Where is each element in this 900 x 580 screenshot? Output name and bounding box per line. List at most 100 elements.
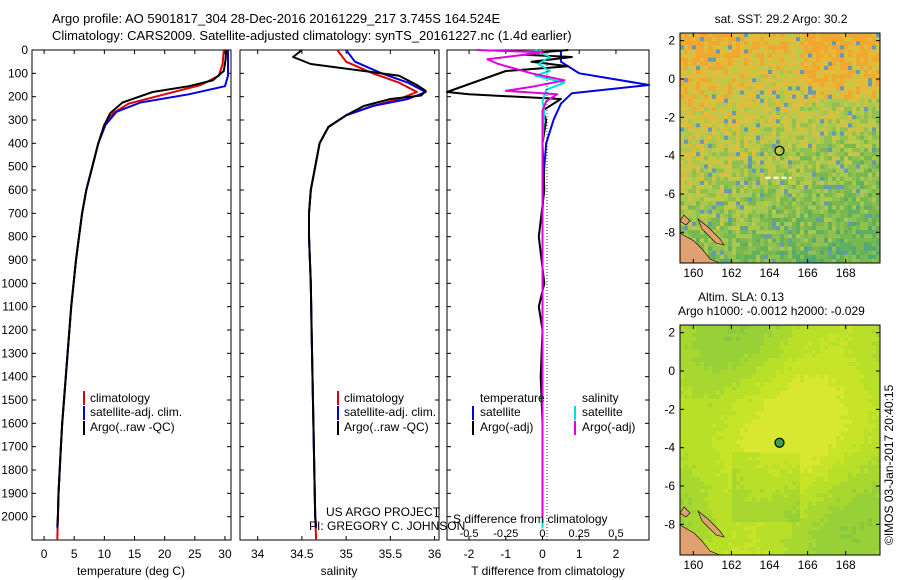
map-cell [748, 472, 753, 478]
map-cell [760, 427, 765, 433]
map-cell [832, 119, 837, 124]
map-cell [728, 115, 733, 120]
map-cell [680, 78, 685, 83]
map-cell [732, 74, 737, 79]
map-cell [720, 452, 725, 457]
map-cell [756, 152, 761, 157]
map-cell [808, 139, 813, 145]
map-cell [760, 86, 765, 91]
map-cell [808, 82, 813, 87]
map-cell [692, 415, 697, 420]
map-cell [704, 341, 709, 346]
map-cell [852, 361, 857, 367]
map-cell [872, 435, 877, 441]
map-cell [848, 361, 853, 367]
map-cell [692, 468, 697, 474]
map-cell [684, 476, 689, 482]
map-cell [720, 407, 725, 412]
map-cell [808, 386, 813, 392]
map-cell [720, 111, 725, 116]
map-cell [876, 238, 881, 243]
map-cell [724, 164, 729, 169]
map-cell [804, 250, 809, 256]
map-cell [828, 201, 833, 206]
map-cell [820, 460, 825, 466]
map-cell [740, 41, 745, 46]
map-cell [684, 61, 689, 67]
map-cell [744, 238, 749, 243]
map-cell [732, 98, 737, 104]
map-cell [808, 411, 813, 416]
map-cell [756, 419, 761, 424]
map-cell [856, 398, 861, 404]
map-cell [796, 90, 801, 96]
map-cell [708, 111, 713, 116]
map-cell [816, 226, 821, 231]
map-cell [844, 435, 849, 441]
map-cell [752, 250, 757, 256]
map-cell [724, 246, 729, 252]
map-cell [708, 366, 713, 371]
map-cell [840, 427, 845, 433]
map-cell [736, 180, 741, 186]
map-cell [788, 254, 793, 260]
map-cell [708, 180, 713, 186]
map-cell [792, 378, 797, 383]
map-cell [836, 341, 841, 346]
map-cell [768, 411, 773, 416]
map-cell [772, 440, 777, 445]
map-cell [716, 472, 721, 478]
map-cell [864, 246, 869, 252]
map-cell [848, 33, 853, 38]
land-patch [697, 218, 725, 246]
map-cell [860, 460, 865, 466]
map-cell [788, 357, 793, 363]
map-cell [800, 37, 805, 42]
map-cell [832, 189, 837, 194]
map-cell [700, 61, 705, 67]
map-cell [680, 139, 685, 145]
map-cell [872, 419, 877, 424]
map-cell [808, 258, 813, 264]
map-cell [852, 217, 857, 223]
map-cell [816, 45, 821, 50]
map-cell [700, 156, 705, 161]
map-cell [728, 238, 733, 243]
map-cell [776, 172, 781, 178]
map-cell [808, 456, 813, 461]
map-cell [700, 180, 705, 186]
map-cell [772, 152, 777, 157]
map-cell [724, 127, 729, 132]
map-cell [864, 197, 869, 202]
map-cell [684, 168, 689, 174]
map-cell [684, 431, 689, 437]
map-cell [728, 242, 733, 247]
map-cell [704, 329, 709, 334]
map-cell [712, 390, 717, 396]
map-cell [808, 209, 813, 215]
map-cell [840, 411, 845, 416]
x-tick-label: 36 [428, 547, 442, 561]
map-cell [848, 74, 853, 79]
map-cell [860, 160, 865, 165]
map-cell [784, 160, 789, 165]
map-cell [828, 464, 833, 470]
map-cell [788, 184, 793, 190]
map-cell [764, 53, 769, 59]
map-cell [804, 403, 809, 408]
map-cell [856, 386, 861, 392]
map-cell [680, 160, 685, 165]
map-cell [772, 57, 777, 63]
map-cell [800, 390, 805, 396]
map-cell [712, 468, 717, 474]
map-cell [684, 90, 689, 96]
map-cell [764, 468, 769, 474]
map-cell [712, 325, 717, 330]
map-cell [820, 197, 825, 202]
map-cell [860, 69, 865, 75]
map-cell [752, 464, 757, 470]
map-cell [784, 189, 789, 194]
map-cell [764, 238, 769, 243]
map-cell [868, 435, 873, 441]
map-cell [816, 127, 821, 132]
